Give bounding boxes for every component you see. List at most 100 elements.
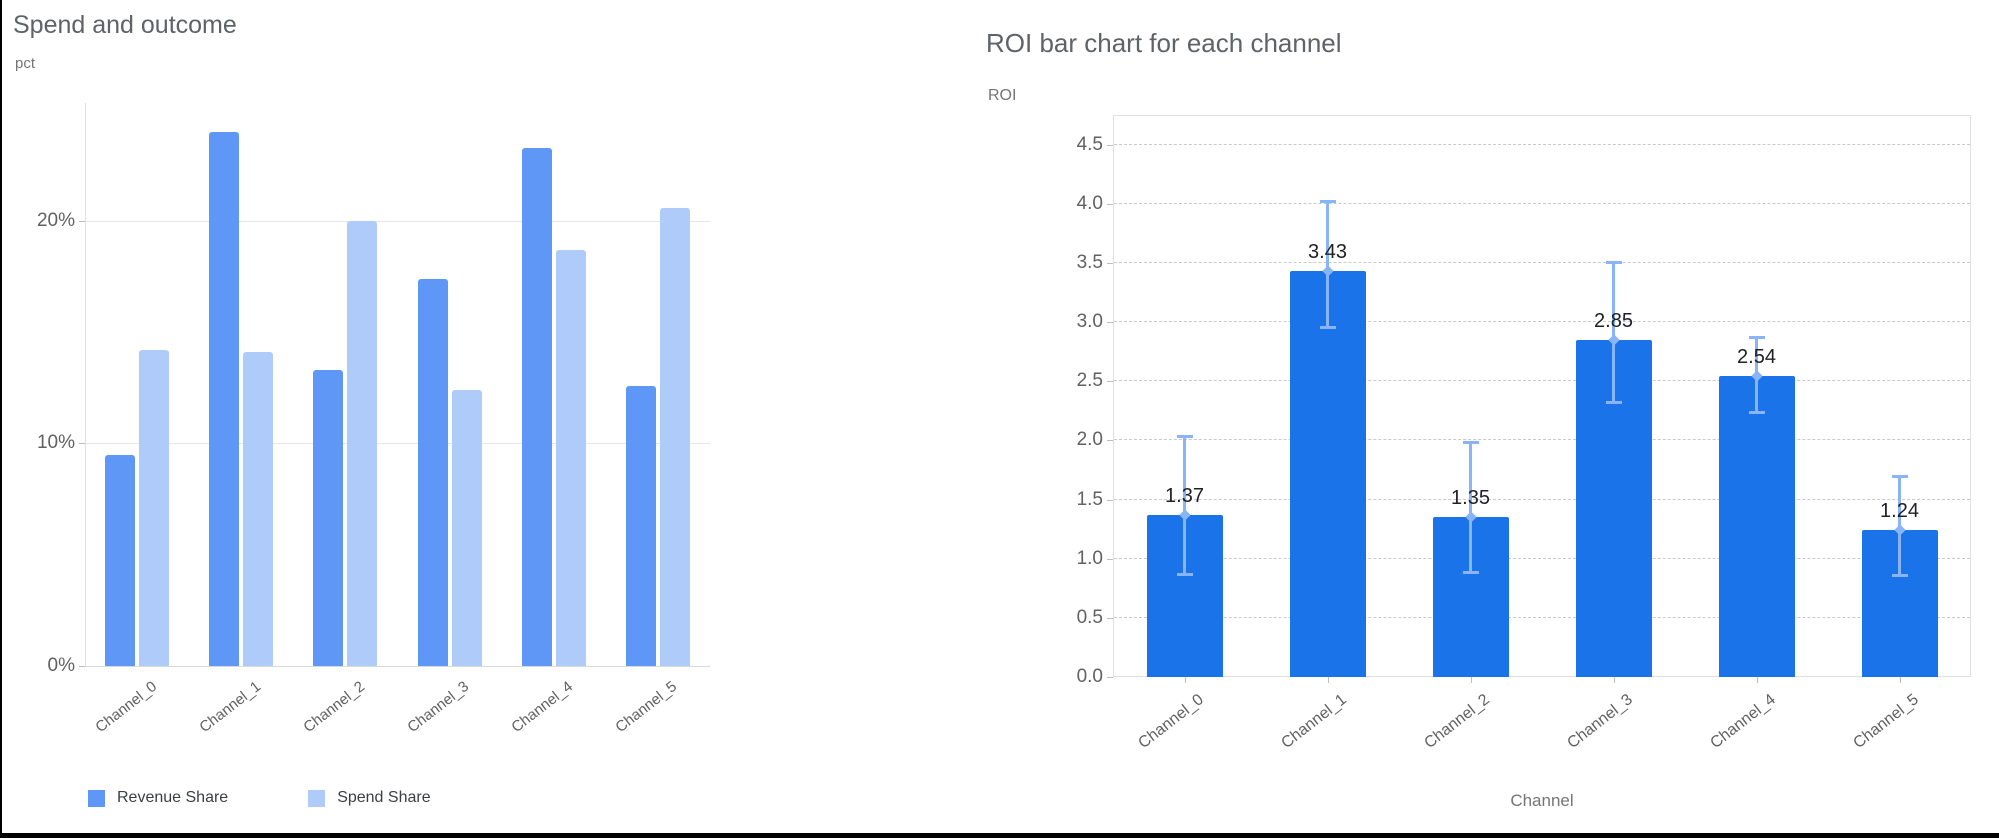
bar-spend-share[interactable] [243, 352, 274, 666]
y-gridline [1114, 380, 1970, 382]
error-bar-cap-top [1891, 474, 1908, 478]
legend-label: Revenue Share [117, 789, 229, 806]
bar-revenue-share[interactable] [625, 385, 656, 666]
y-tick [1107, 381, 1113, 383]
y-gridline [1114, 143, 1970, 145]
error-bar-cap-top [1176, 434, 1193, 438]
bar-value-label: 1.37 [1165, 484, 1204, 507]
bar-value-label: 3.43 [1308, 241, 1347, 264]
roi-bar[interactable] [1289, 271, 1366, 677]
x-tick-label: Channel_1 [196, 678, 264, 737]
right-chart-x-axis-title: Channel [1510, 791, 1574, 810]
y-tick [1107, 262, 1113, 264]
bar-spend-share[interactable] [659, 207, 690, 666]
error-bar-line [1612, 261, 1615, 403]
bar-value-label: 1.24 [1880, 500, 1919, 523]
bar-spend-share[interactable] [451, 390, 482, 666]
error-bar-cap-bottom [1891, 574, 1908, 578]
x-tick-label: Channel_4 [508, 678, 577, 737]
x-tick-label: Channel_3 [404, 678, 473, 737]
frame-left-edge [0, 0, 2, 838]
y-tick-label: 0.5 [1076, 606, 1103, 628]
y-gridline [85, 443, 710, 445]
y-tick-label: 0% [47, 655, 75, 676]
legend-swatch [308, 789, 326, 807]
bar-revenue-share[interactable] [417, 278, 448, 666]
y-tick-label: 20% [36, 209, 75, 231]
bar-value-label: 2.54 [1737, 346, 1776, 369]
bar-spend-share[interactable] [555, 249, 586, 666]
bar-revenue-share[interactable] [209, 131, 240, 666]
error-bar-cap-bottom [1176, 573, 1193, 577]
y-gridline [1114, 261, 1970, 263]
error-bar-line [1469, 441, 1472, 573]
bar-revenue-share[interactable] [313, 370, 344, 666]
error-bar-cap-top [1605, 260, 1622, 264]
left-chart-y-axis-unit: pct [15, 55, 36, 72]
x-tick-label: Channel_2 [300, 678, 368, 737]
bar-spend-share[interactable] [347, 220, 378, 666]
y-gridline [1114, 557, 1970, 559]
error-bar-line [1326, 201, 1329, 328]
x-tick [1613, 677, 1615, 683]
x-tick-label: Channel_5 [1850, 691, 1922, 753]
y-tick-label: 0.0 [1076, 666, 1103, 687]
y-gridline [85, 220, 710, 222]
x-tick [1327, 677, 1329, 683]
y-gridline [1114, 439, 1970, 441]
bar-spend-share[interactable] [139, 350, 170, 666]
x-tick-label: Channel_0 [91, 678, 160, 737]
y-tick [79, 666, 85, 667]
y-tick-label: 3.5 [1076, 251, 1103, 273]
y-tick-label: 10% [36, 432, 75, 454]
x-tick [1470, 677, 1472, 683]
left-chart-legend: Revenue Share Spend Share [88, 789, 511, 807]
right-chart-title: ROI bar chart for each channel [986, 28, 1342, 58]
right-chart-y-axis-unit: ROI [988, 87, 1017, 104]
y-tick [1107, 322, 1113, 324]
x-tick-label: Channel_3 [1564, 691, 1636, 753]
legend-label: Spend Share [337, 789, 431, 806]
x-tick [1756, 677, 1758, 683]
y-tick [79, 443, 85, 445]
y-tick-label: 2.5 [1076, 370, 1103, 392]
x-tick-label: Channel_0 [1135, 691, 1207, 753]
y-tick-label: 2.0 [1076, 429, 1103, 451]
y-gridline [1114, 498, 1970, 500]
x-tick-label: Channel_2 [1421, 691, 1493, 753]
left-chart-title: Spend and outcome [13, 11, 237, 39]
error-bar-cap-bottom [1462, 570, 1479, 574]
y-tick [1107, 144, 1113, 146]
error-bar-cap-bottom [1605, 400, 1622, 404]
y-tick [1107, 677, 1113, 678]
error-bar-cap-top [1319, 200, 1336, 204]
y-axis-line [85, 103, 86, 666]
y-tick [1107, 558, 1113, 560]
y-gridline [85, 666, 710, 667]
roi-bar[interactable] [1718, 376, 1795, 677]
bar-revenue-share[interactable] [521, 147, 552, 666]
x-tick [1184, 677, 1186, 683]
legend-item-revenue-share[interactable]: Revenue Share [88, 789, 228, 807]
bar-value-label: 1.35 [1451, 487, 1490, 510]
error-bar-cap-bottom [1319, 325, 1336, 329]
y-gridline [1114, 321, 1970, 323]
x-tick [1899, 677, 1901, 683]
bar-revenue-share[interactable] [105, 454, 136, 666]
y-tick [1107, 203, 1113, 205]
bar-value-label: 2.85 [1594, 309, 1633, 332]
legend-item-spend-share[interactable]: Spend Share [308, 789, 431, 807]
y-gridline [1114, 202, 1970, 204]
frame-bottom-edge [0, 833, 1999, 838]
y-tick [1107, 440, 1113, 442]
x-tick-label: Channel_4 [1707, 691, 1779, 753]
y-tick [79, 220, 85, 222]
y-tick-label: 4.0 [1076, 192, 1103, 214]
y-gridline [1114, 616, 1970, 618]
legend-swatch [88, 789, 105, 807]
plot-border [1113, 115, 1971, 677]
error-bar-cap-top [1748, 336, 1765, 340]
y-tick-label: 1.0 [1076, 547, 1103, 569]
y-tick [1107, 499, 1113, 501]
